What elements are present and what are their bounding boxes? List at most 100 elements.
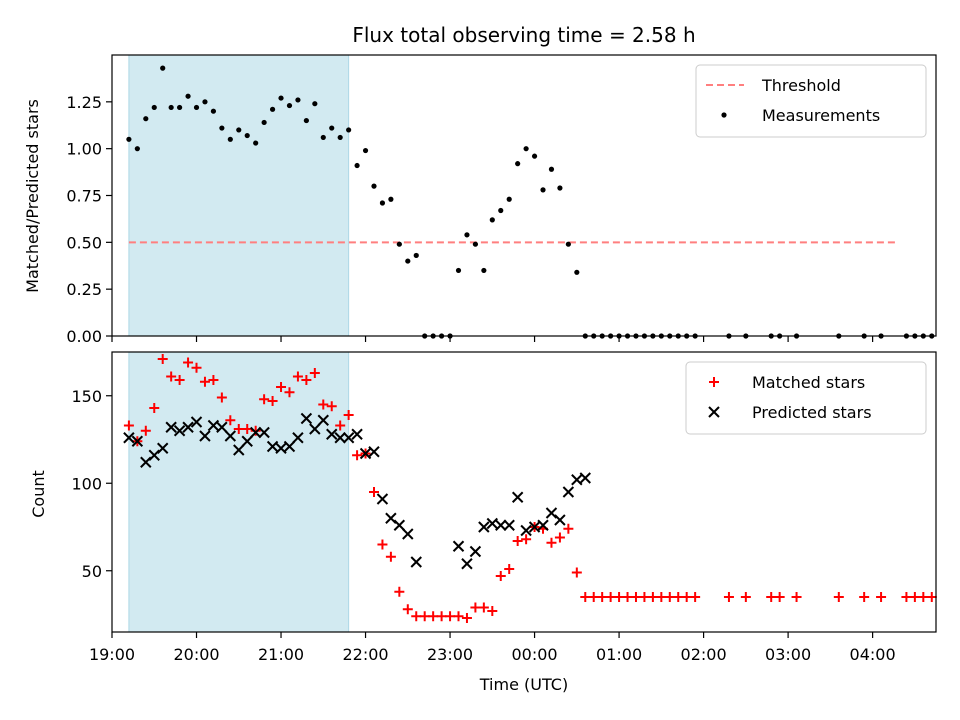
top-measurement-point bbox=[540, 187, 546, 193]
bottom-matched-point bbox=[233, 424, 244, 434]
predicted-point-b bbox=[292, 432, 304, 444]
predicted-point-b bbox=[173, 425, 186, 437]
predicted-point-b bbox=[452, 540, 465, 552]
predicted-point-b bbox=[309, 423, 321, 435]
predicted-point-b bbox=[148, 449, 160, 461]
top-measurement-point bbox=[202, 99, 208, 105]
predicted-point-b bbox=[537, 519, 549, 531]
predicted-point-b bbox=[469, 545, 482, 558]
bottom-predicted-point bbox=[249, 426, 262, 439]
bottom-matched-point bbox=[309, 368, 320, 378]
bottom-predicted-point bbox=[292, 432, 304, 444]
bottom-matched-point bbox=[487, 606, 498, 616]
top-measurement-point bbox=[329, 125, 335, 131]
bottom-axes-frame bbox=[111, 351, 937, 633]
bottom-predicted-point bbox=[199, 430, 211, 442]
top-measurement-point bbox=[312, 101, 318, 107]
bottom-y-tick-label: 100 bbox=[71, 474, 102, 493]
bottom-predicted-point bbox=[173, 425, 186, 437]
bottom-matched-point bbox=[926, 592, 937, 602]
top-panel: 0.00 0.25 0.50 0.75 1.00 1.25 Threshold Measure… bbox=[66, 54, 937, 346]
predicted-point-b bbox=[495, 519, 507, 531]
predicted-point-b bbox=[326, 428, 338, 440]
bottom-matched-point bbox=[766, 592, 777, 602]
predicted-point-b bbox=[342, 432, 355, 444]
top-measurement-point bbox=[236, 127, 242, 133]
top-measurement-point bbox=[193, 104, 200, 111]
bottom-matched-point bbox=[191, 362, 202, 373]
bottom-predicted-point bbox=[486, 517, 499, 530]
bottom-matched-point bbox=[630, 592, 641, 602]
bottom-predicted-point bbox=[469, 545, 482, 558]
x-tick-label: 23:00 bbox=[427, 645, 473, 664]
x-tick-label: 03:00 bbox=[765, 645, 811, 664]
bottom-predicted-point bbox=[216, 421, 228, 433]
bottom-matched-point bbox=[402, 604, 413, 615]
bottom-predicted-point bbox=[275, 442, 287, 454]
bottom-matched-point bbox=[723, 592, 734, 602]
bottom-matched-point bbox=[292, 371, 303, 382]
top-measurement-point bbox=[379, 200, 386, 206]
bottom-matched-point bbox=[318, 399, 329, 410]
bottom-matched-point bbox=[242, 424, 253, 434]
bottom-predicted-point bbox=[579, 472, 591, 484]
bottom-matched-point bbox=[259, 394, 270, 405]
bottom-predicted-point bbox=[545, 507, 558, 519]
top-measurement-point bbox=[565, 241, 571, 247]
top-panel-y-axis-label: Matched/Predicted stars bbox=[23, 99, 42, 293]
bottom-predicted-point bbox=[165, 421, 177, 433]
bottom-predicted-point bbox=[207, 419, 220, 432]
bottom-predicted-point bbox=[402, 528, 414, 540]
legend-label: Threshold bbox=[761, 76, 841, 95]
top-measurement-point bbox=[531, 153, 538, 159]
bottom-predicted-point bbox=[478, 521, 490, 533]
bottom-matched-point bbox=[276, 382, 287, 392]
predicted-point-b bbox=[334, 432, 346, 444]
x-tick-label: 21:00 bbox=[258, 645, 304, 664]
bottom-highlight-span bbox=[128, 351, 350, 633]
predicted-point-b bbox=[131, 435, 144, 447]
bottom-y-tick-label: 150 bbox=[71, 387, 102, 406]
predicted-point-b bbox=[554, 514, 566, 526]
bottom-predicted-point bbox=[461, 558, 473, 570]
bottom-matched-point bbox=[546, 537, 557, 548]
predicted-point-b bbox=[233, 444, 245, 456]
bottom-matched-point bbox=[326, 401, 337, 412]
legend-label: Measurements bbox=[762, 106, 880, 125]
top-measurement-point bbox=[337, 134, 343, 141]
bottom-predicted-point bbox=[131, 435, 144, 447]
bottom-matched-point bbox=[918, 592, 929, 602]
predicted-point-b bbox=[275, 442, 287, 454]
bottom-predicted-point bbox=[503, 519, 515, 531]
bottom-matched-point bbox=[901, 592, 912, 602]
bottom-predicted-point bbox=[452, 540, 465, 552]
bottom-matched-point bbox=[647, 592, 658, 602]
bottom-matched-point bbox=[419, 611, 430, 622]
top-measurement-point bbox=[261, 119, 267, 126]
legend-measurement-swatch bbox=[721, 112, 727, 118]
bottom-predicted-point bbox=[233, 444, 245, 456]
bottom-matched-point bbox=[876, 592, 887, 602]
bottom-predicted-point bbox=[562, 486, 575, 498]
predicted-point-b bbox=[266, 440, 279, 453]
top-measurement-point bbox=[515, 161, 521, 167]
bottom-matched-point bbox=[445, 611, 456, 622]
bottom-predicted-point bbox=[266, 440, 279, 453]
bottom-matched-point bbox=[208, 375, 219, 385]
bottom-matched-point bbox=[250, 425, 261, 436]
bottom-matched-point bbox=[174, 375, 185, 385]
predicted-point-b bbox=[579, 472, 591, 484]
bottom-matched-point bbox=[833, 592, 844, 602]
x-tick-label: 01:00 bbox=[596, 645, 642, 664]
x-tick-label: 04:00 bbox=[850, 645, 896, 664]
bottom-predicted-point bbox=[326, 428, 338, 440]
top-measurement-point bbox=[489, 217, 495, 223]
bottom-matched-point bbox=[394, 586, 405, 597]
top-measurement-point bbox=[557, 185, 563, 191]
bottom-predicted-point bbox=[283, 440, 296, 453]
bottom-panel: 50 100 150 19:00 20:00 21:00 22:00 23:00 00:00 01… bbox=[71, 351, 937, 664]
bottom-predicted-point bbox=[123, 432, 135, 444]
top-measurement-point bbox=[303, 117, 309, 124]
bottom-predicted-point bbox=[554, 514, 566, 526]
bottom-matched-point bbox=[774, 592, 785, 602]
